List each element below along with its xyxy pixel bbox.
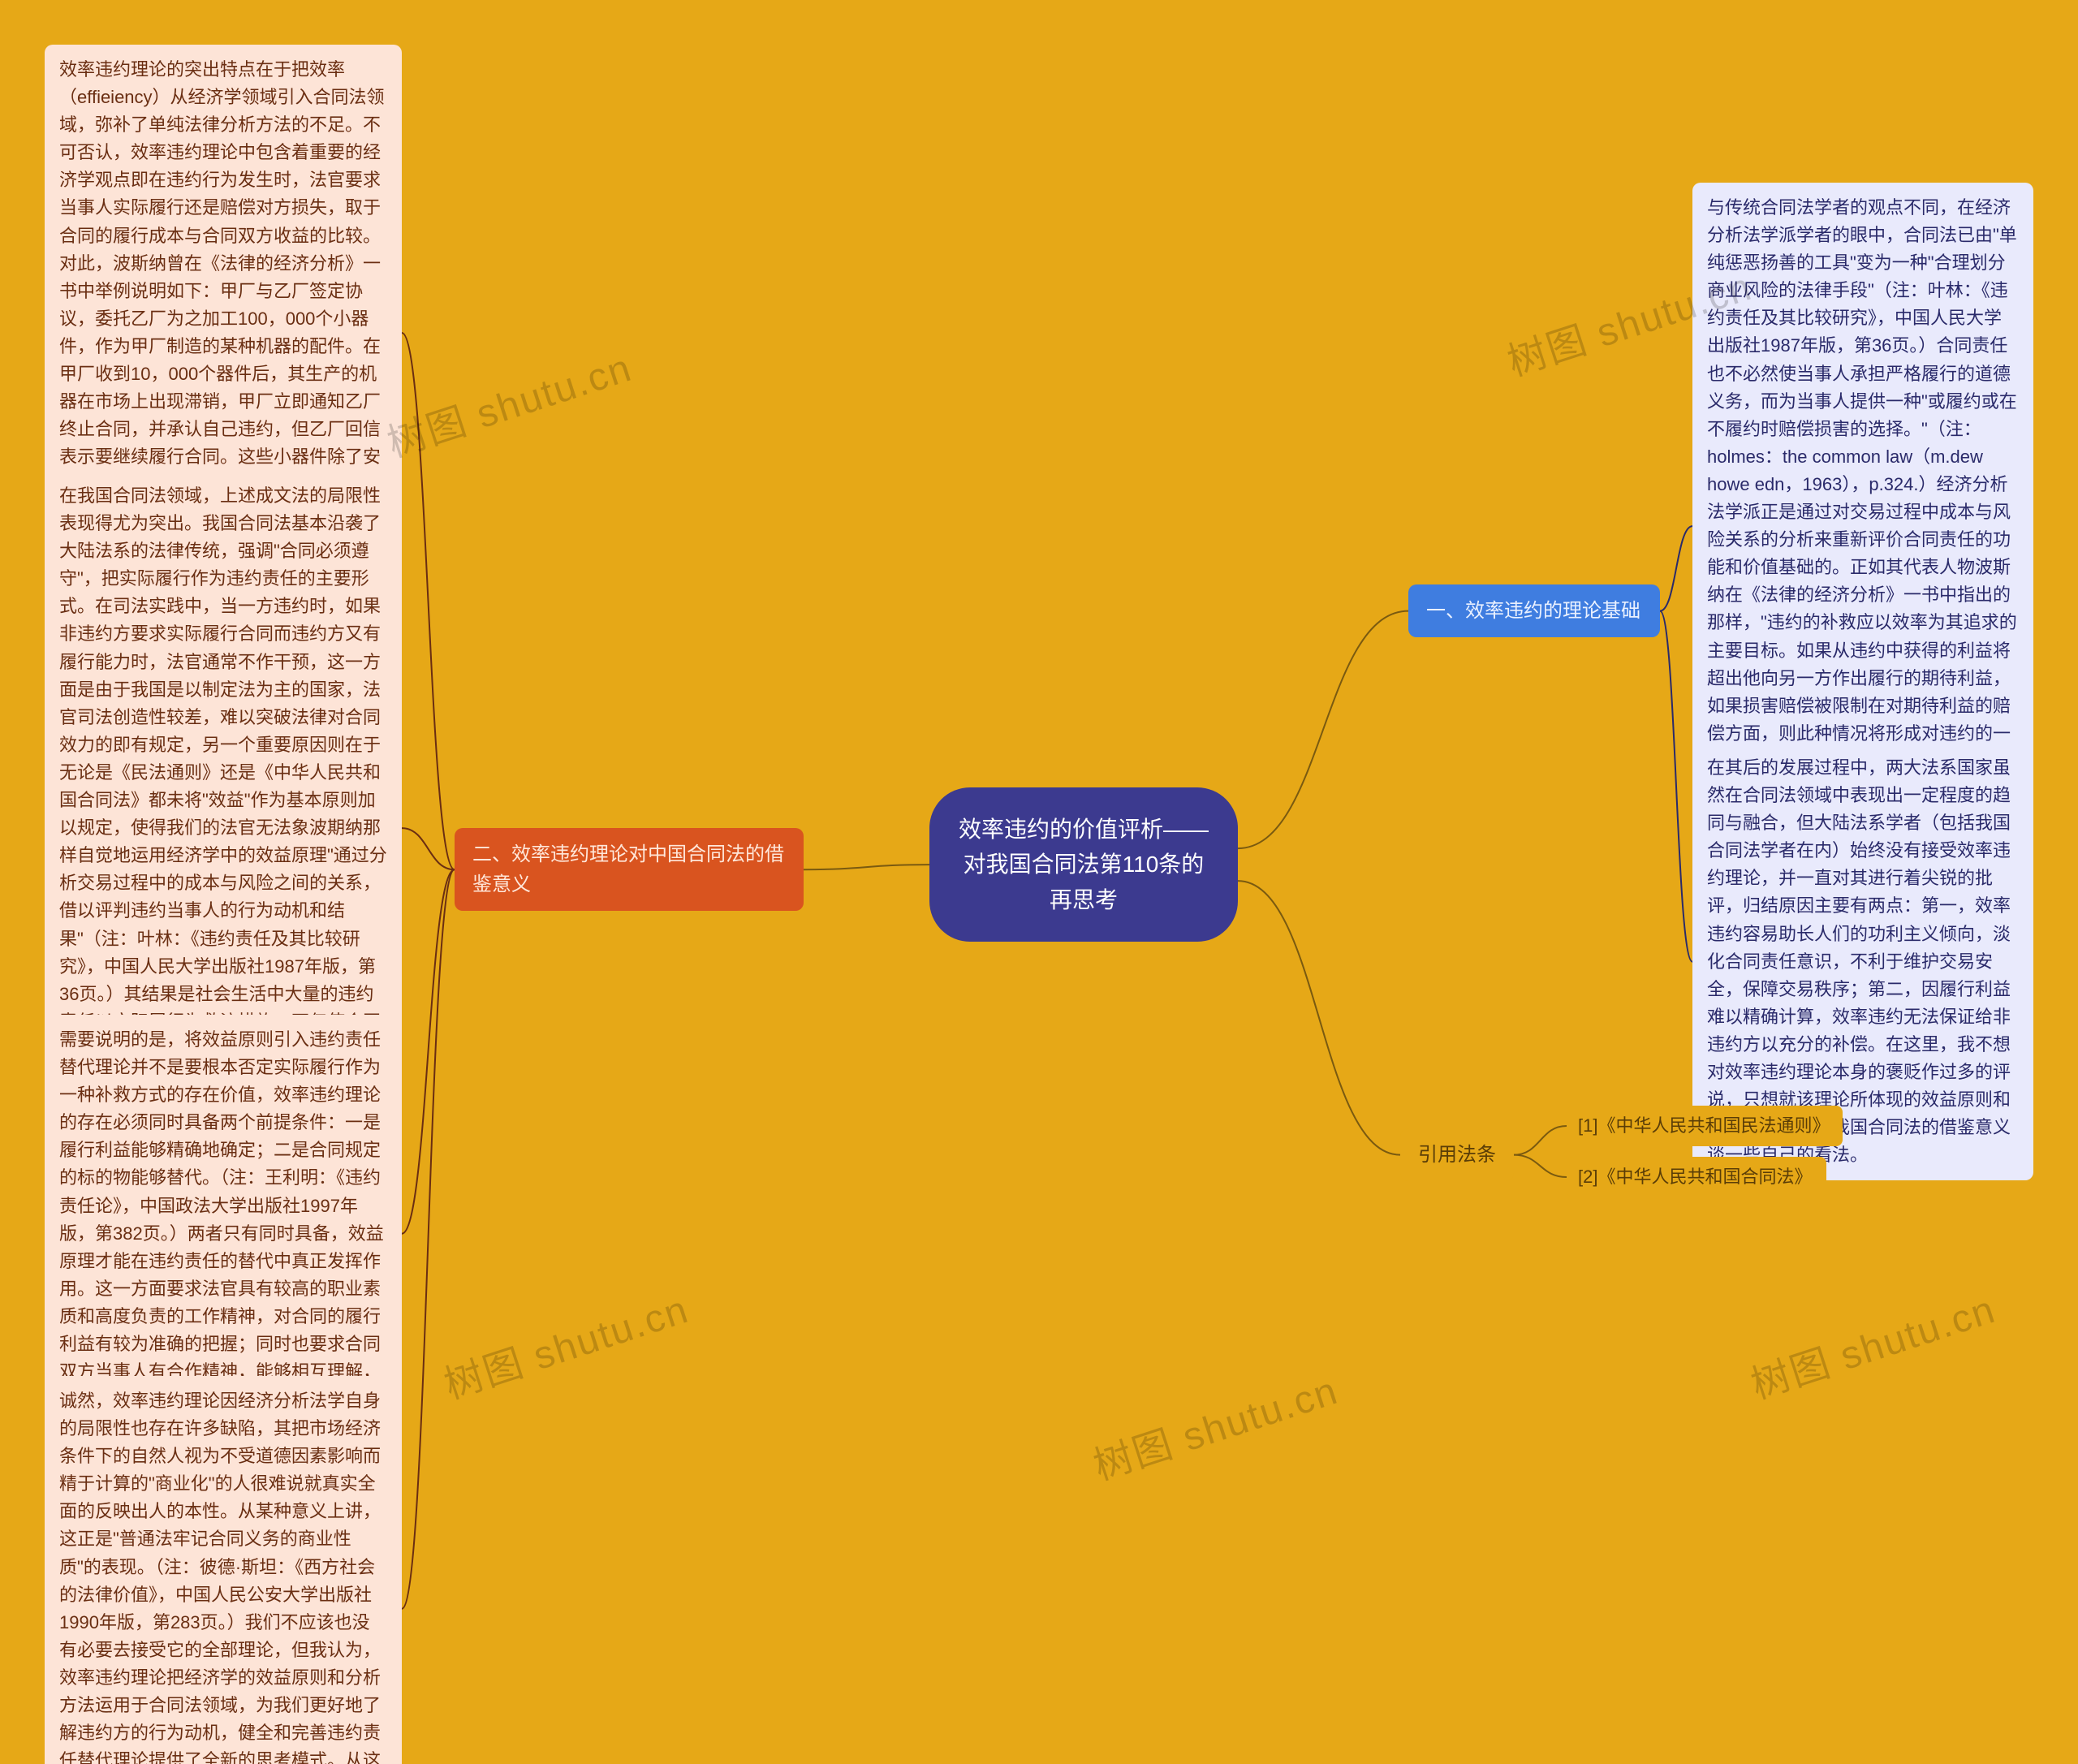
watermark: 树图 shutu.cn: [1743, 1277, 2002, 1409]
leaf-significance-d[interactable]: 诚然，效率违约理论因经济分析法学自身的局限性也存在许多缺陷，其把市场经济条件下的…: [45, 1376, 402, 1764]
edge-root-to-cite: [1238, 881, 1400, 1155]
edge-two-to-b: [402, 828, 455, 869]
edge-root-to-one: [1238, 611, 1408, 848]
branch-cited-laws[interactable]: 引用法条: [1400, 1128, 1514, 1181]
edge-root-to-two: [804, 865, 929, 869]
edge-one-to-b: [1660, 611, 1692, 962]
edge-cite-to-a: [1514, 1126, 1567, 1155]
edge-two-to-d: [402, 869, 455, 1609]
branch-theory-basis[interactable]: 一、效率违约的理论基础: [1408, 584, 1660, 637]
branch-reference-significance[interactable]: 二、效率违约理论对中国合同法的借鉴意义: [455, 828, 804, 911]
mindmap-canvas: 效率违约的价值评析——对我国合同法第110条的再思考 一、效率违约的理论基础 二…: [0, 0, 2078, 1764]
leaf-cite-b[interactable]: [2]《中华人民共和国合同法》: [1567, 1157, 1826, 1197]
root-node[interactable]: 效率违约的价值评析——对我国合同法第110条的再思考: [929, 787, 1238, 942]
edge-two-to-a: [402, 333, 455, 869]
watermark: 树图 shutu.cn: [436, 1277, 695, 1409]
watermark: 树图 shutu.cn: [379, 335, 638, 468]
edge-one-to-a: [1660, 526, 1692, 610]
edge-two-to-c: [402, 869, 455, 1234]
watermark: 树图 shutu.cn: [1085, 1358, 1344, 1490]
leaf-cite-a[interactable]: [1]《中华人民共和国民法通则》: [1567, 1106, 1843, 1146]
edge-cite-to-b: [1514, 1155, 1567, 1177]
